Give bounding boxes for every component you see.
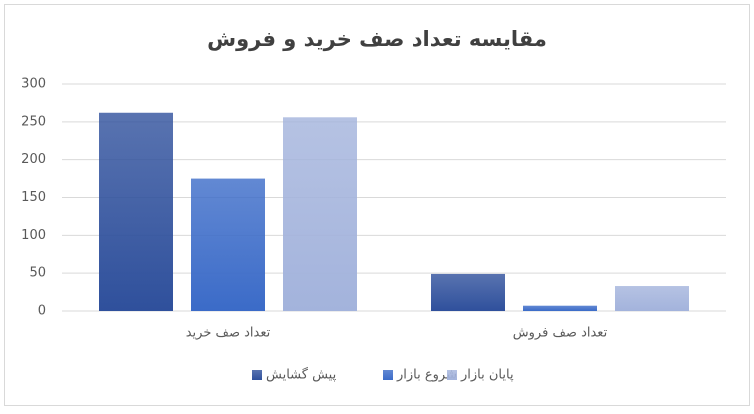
y-tick-label: 200	[21, 152, 46, 167]
legend-swatch	[252, 370, 262, 380]
legend-label: پایان بازار	[460, 368, 514, 383]
bar	[615, 286, 689, 311]
y-tick-label: 150	[21, 190, 46, 205]
y-tick-label: 50	[29, 266, 46, 281]
y-tick-label: 250	[21, 114, 46, 129]
x-tick-label: تعداد صف خرید	[186, 326, 271, 341]
bar	[99, 112, 173, 312]
bar	[523, 305, 597, 311]
chart-title: مقایسه تعداد صف خرید و فروش	[207, 27, 547, 51]
bar	[191, 178, 265, 311]
y-tick-label: 0	[38, 304, 46, 319]
legend-swatch	[447, 370, 457, 380]
y-tick-label: 300	[21, 77, 46, 92]
y-tick-label: 100	[21, 228, 46, 243]
legend-swatch	[383, 370, 393, 380]
bar	[431, 273, 505, 311]
legend-label: پیش گشایش	[266, 367, 337, 383]
legend-label: شروع بازار	[396, 368, 457, 383]
x-tick-label: تعداد صف فروش	[513, 326, 608, 341]
bar	[283, 117, 357, 311]
